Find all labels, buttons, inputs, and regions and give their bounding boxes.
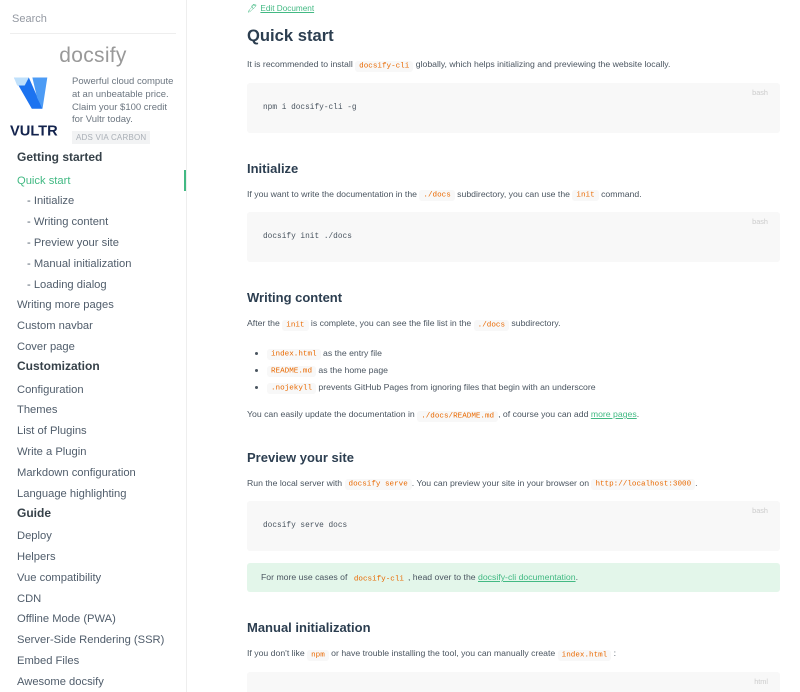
svg-text:VULTR: VULTR: [10, 123, 58, 139]
